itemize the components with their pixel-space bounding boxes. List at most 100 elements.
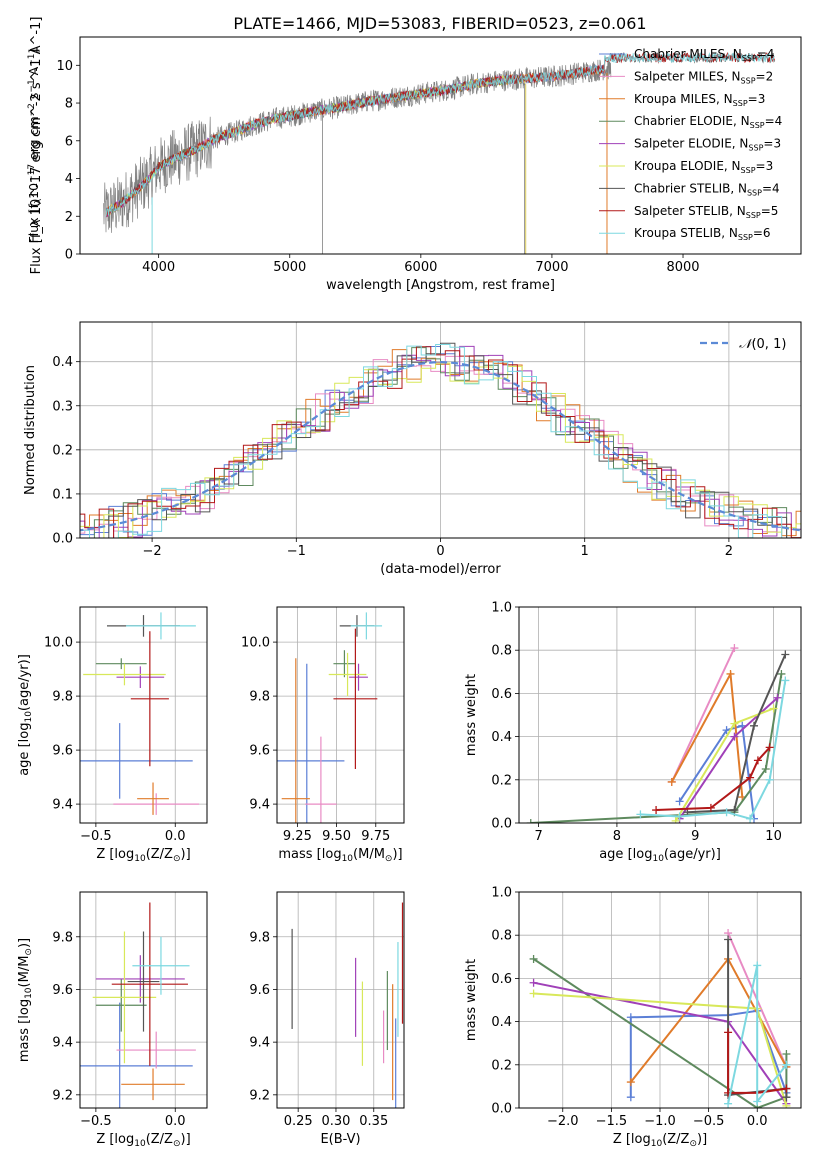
series-line [670,647,736,783]
axes-frame [79,321,802,539]
series-marker [773,693,782,702]
legend-label: Salpeter ELODIE, NSSP=3 [634,137,781,153]
y-tick-label: 10.0 [44,636,73,651]
series-marker [769,704,778,713]
histogram-salpeter-miles [80,355,801,538]
y-tick-label: 0.4 [52,355,73,370]
y-tick-label: 0.3 [52,399,73,414]
point-kroupa-miles [121,1068,185,1101]
mass-vs-ebv-chart: 0.25 0.30 0.35 9.2 9.4 9.6 9.8 E(B-V) [249,891,405,1147]
x-tick-label: −1.0 [644,1114,676,1129]
y-tick-label: 0.1 [52,487,73,502]
x-tick-label: 0.35 [359,1114,388,1129]
x-tick-label: 0.0 [165,1114,186,1129]
series-line [678,724,755,819]
residual-histogram-chart: −2 −1 0 1 2 0.0 0.1 0.2 0.3 0.4 (data-model)/error… [23,321,802,577]
histogram-kroupa-stelib [80,344,801,538]
series-marker [730,719,739,728]
point-kroupa-miles [281,658,310,823]
series-marker [730,806,739,815]
point-kroupa-elodie [92,931,157,1064]
normal-reference-curve [80,360,801,532]
series-marker [730,732,739,741]
x-axis-label: Z [log10(Z/Z⊙)] [613,1132,707,1149]
model-line-kroupa-stelib [105,51,775,216]
y-tick-label: 0.6 [491,687,512,702]
x-tick-label: 0.30 [321,1114,350,1129]
series-marker [777,669,786,678]
age-vs-metallicity-chart: −0.5 0.0 9.4 9.6 9.8 10.0 Z [log10(Z/Z⊙)] age [… [17,606,208,864]
mass-weight-vs-age-chart: 7 8 9 10 0.0 0.2 0.4 0.6 0.8 1.0 age [log10(age/yr… [464,601,802,864]
x-axis-label: E(B-V) [320,1132,360,1147]
x-tick-label: 8000 [666,260,699,275]
x-tick-label: 1 [581,544,589,559]
y-tick-label: 0.0 [491,817,512,832]
x-tick-label: 9.75 [361,829,390,844]
y-tick-label: 9.8 [249,930,270,945]
spectrum-chart: 4000 5000 6000 7000 8000 0 2 4 6 8 10 wavelength [A… [26,17,802,293]
model-line-salpeter-miles [105,64,605,218]
x-tick-label: 10 [765,829,782,844]
y-tick-label: 0.2 [52,443,73,458]
point-chabrier-elodie [333,650,356,678]
series-marker [636,810,645,819]
y-axis-label: Normed distribution [23,365,38,495]
figure-title: PLATE=1466, MJD=53083, FIBERID=0523, z=0… [233,14,646,33]
series-marker [529,954,538,963]
series-marker [724,935,733,944]
x-tick-label: 7 [534,829,542,844]
y-tick-label: 0.8 [491,929,512,944]
y-tick-label: 9.2 [52,1088,73,1103]
y-tick-label: 0.8 [491,644,512,659]
x-tick-label: 7000 [535,260,568,275]
series-marker [750,721,758,730]
x-tick-label: 5000 [273,260,306,275]
x-tick-label: −2 [143,544,162,559]
point-salpeter-miles [116,1031,196,1069]
series-marker [667,777,676,786]
point-salpeter-elodie [349,663,368,691]
plot-area [80,342,801,538]
series-marker [626,1078,635,1087]
point-chabrier-elodie [95,658,147,670]
x-tick-label: −1.5 [596,1114,628,1129]
x-tick-label: 9.25 [283,829,312,844]
series-marker [726,669,735,678]
y-tick-label: 0.0 [52,532,73,547]
series-line [533,958,788,1108]
y-tick-label: 10.0 [241,636,270,651]
series-salpeter-elodie [675,693,782,823]
x-tick-label: −2.0 [547,1114,579,1129]
histogram-kroupa-miles [80,349,801,538]
y-tick-label: 0.0 [491,1102,512,1117]
histogram-legend: 𝒩(0, 1) [700,337,786,352]
plot-area [291,902,404,1108]
series-marker [782,1050,791,1058]
series-marker [652,806,661,815]
plot-area [526,644,790,823]
axes-frame [518,891,802,1109]
series-marker [782,1101,791,1108]
series-marker [529,989,538,998]
y-tick-label: 0.4 [491,730,512,745]
axes-frame [276,606,405,824]
y-tick-label: 9.4 [249,1036,270,1051]
x-tick-label: 8 [613,829,621,844]
y-tick-label: 0.2 [491,1058,512,1073]
axes-frame [276,891,405,1109]
series-marker [675,812,684,821]
point-chabrier-miles [277,663,345,823]
model-line-chabrier-miles [105,64,605,217]
y-axis-label: mass weight [464,959,479,1041]
y-tick-label: 9.2 [249,1088,270,1103]
x-axis-label: mass [log10(M/M⊙)] [278,847,402,864]
x-tick-label: 9.50 [322,829,351,844]
series-line [530,673,783,823]
point-chabrier-miles [80,723,193,799]
series-line [678,696,779,820]
plot-area [80,612,200,815]
legend-label: Kroupa STELIB, NSSP=6 [634,226,771,242]
y-tick-label: 9.8 [249,690,270,705]
x-tick-label: −1 [287,544,306,559]
series-kroupa-miles [667,669,747,802]
